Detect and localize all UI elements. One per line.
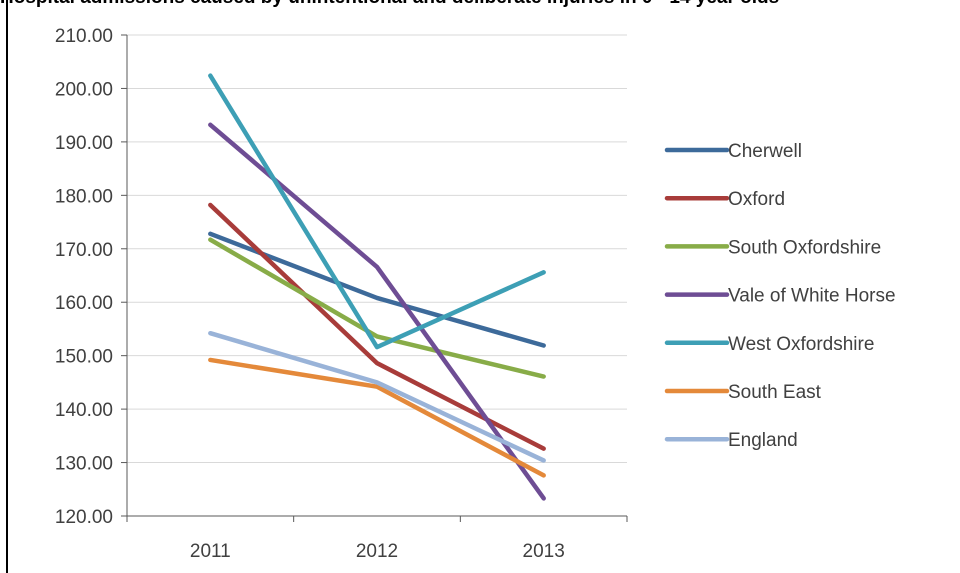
series-line-south-east — [208, 357, 546, 478]
series-line-oxford — [208, 202, 546, 451]
x-tick-label: 2011 — [190, 541, 231, 562]
legend-label: Oxford — [728, 189, 785, 210]
y-tick-label: 130.00 — [55, 454, 113, 475]
y-tick-label: 150.00 — [55, 347, 113, 368]
y-tick-label: 190.00 — [55, 133, 113, 154]
legend-label: Cherwell — [728, 141, 802, 162]
legend-label: South Oxfordshire — [728, 237, 881, 258]
legend-label: England — [728, 430, 798, 451]
series-line-south-oxfordshire — [208, 237, 546, 379]
legend-label: South East — [728, 382, 822, 403]
series-line-west-oxfordshire — [208, 73, 546, 350]
y-tick-label: 200.00 — [55, 79, 113, 100]
series-line-vale-of-white-horse — [208, 122, 546, 501]
y-tick-label: 160.00 — [55, 293, 113, 314]
x-tick-label: 2012 — [356, 541, 398, 562]
legend: Cherwell Oxford South Oxfordshire Vale of W… — [664, 141, 896, 451]
y-tick-label: 140.00 — [55, 400, 113, 421]
y-tick-label: 170.00 — [55, 240, 113, 261]
gridlines — [127, 34, 627, 464]
y-tick-label: 210.00 — [55, 26, 113, 47]
legend-label: West Oxfordshire — [728, 334, 874, 355]
y-tick-label: 120.00 — [55, 507, 113, 528]
axes: 120.00 130.00 140.00 150.00 160.00 170.00 180.… — [55, 26, 628, 562]
series-lines — [208, 73, 546, 501]
x-tick-label: 2013 — [523, 541, 565, 562]
series-line-england — [208, 330, 546, 463]
legend-label: Vale of White Horse — [728, 286, 896, 307]
y-tick-label: 180.00 — [55, 186, 113, 207]
left-border — [6, 0, 8, 573]
chart-title: Hospital admissions caused by unintentio… — [0, 0, 960, 11]
